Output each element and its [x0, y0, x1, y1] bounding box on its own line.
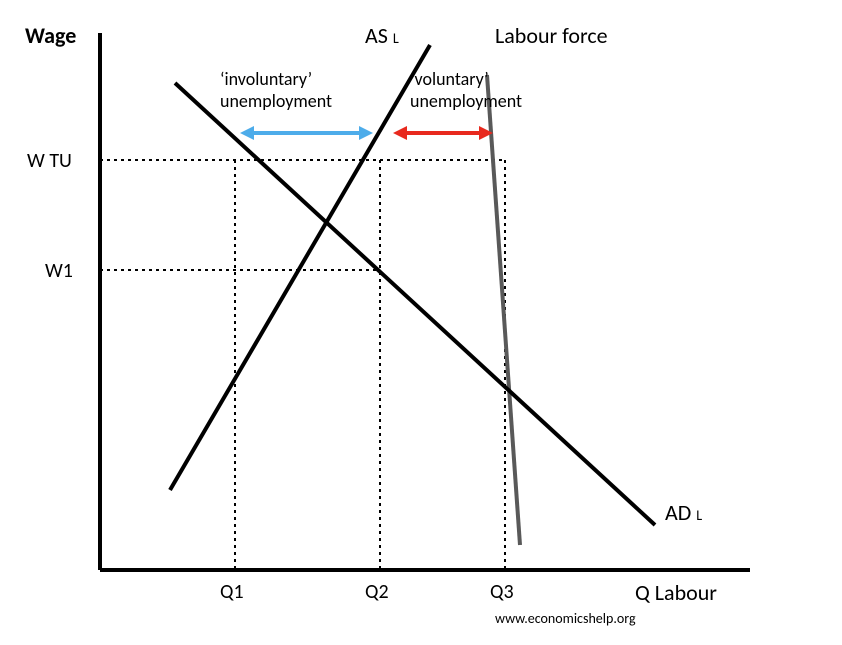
involuntary-label: ‘involuntary’unemployment [220, 68, 332, 112]
as-label: AS L [365, 22, 399, 49]
q1-label: Q1 [220, 580, 244, 604]
labour-market-diagram: Wage Q Labour AS L Labour force AD L W TU W1 Q1… [15, 15, 827, 630]
y-axis-label: Wage [25, 22, 76, 49]
labour-force-line [487, 75, 520, 545]
source-label: www.economicshelp.org [495, 610, 636, 627]
x-axis-label: Q Labour [635, 579, 717, 606]
ad-curve [175, 83, 655, 525]
involuntary-arrow-head-right [359, 126, 373, 140]
involuntary-arrow-head-left [240, 126, 254, 140]
w1-label: W1 [45, 259, 73, 283]
voluntary-label: ‘voluntary’unemployment [410, 68, 522, 112]
q2-label: Q2 [365, 580, 389, 604]
voluntary-arrow-head-left [393, 126, 407, 140]
diagram-svg: Wage Q Labour AS L Labour force AD L W TU W1 Q1… [15, 15, 827, 630]
ad-label: AD L [665, 499, 702, 526]
labour-force-label: Labour force [495, 22, 608, 49]
wtu-label: W TU [27, 149, 72, 173]
q3-label: Q3 [490, 580, 514, 604]
